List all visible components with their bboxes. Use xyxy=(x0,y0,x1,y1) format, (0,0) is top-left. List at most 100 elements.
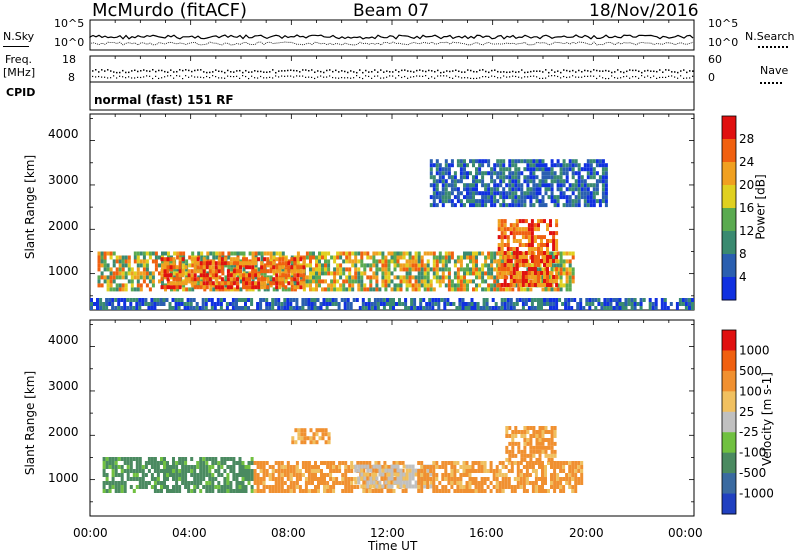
data-cell xyxy=(336,267,340,272)
data-cell xyxy=(533,255,537,259)
data-cell xyxy=(148,271,152,276)
data-cell xyxy=(556,187,560,192)
data-cell xyxy=(375,287,379,292)
data-cell xyxy=(438,171,442,176)
data-cell xyxy=(275,265,279,270)
data-cell xyxy=(263,251,267,256)
data-cell xyxy=(170,275,173,280)
data-cell xyxy=(468,477,472,481)
data-cell xyxy=(583,191,587,196)
data-cell xyxy=(141,302,145,306)
data-cell xyxy=(506,302,510,306)
data-cell xyxy=(493,171,497,176)
data-cell xyxy=(408,283,412,288)
data-cell xyxy=(328,302,332,306)
data-cell xyxy=(459,473,463,477)
velocity-colorbar-tick: 1000 xyxy=(739,343,770,357)
data-cell xyxy=(498,461,502,465)
data-cell xyxy=(506,283,510,287)
data-cell xyxy=(274,298,278,302)
data-cell xyxy=(583,179,587,184)
data-cell xyxy=(123,485,127,489)
data-cell xyxy=(459,283,463,288)
data-cell xyxy=(118,263,122,268)
data-cell xyxy=(505,203,509,208)
data-cell xyxy=(463,255,466,260)
data-cell xyxy=(450,461,454,465)
data-cell xyxy=(329,473,333,477)
data-cell xyxy=(172,461,175,465)
data-cell xyxy=(586,199,590,204)
data-cell xyxy=(295,302,299,306)
data-cell xyxy=(163,469,166,473)
data-cell xyxy=(392,298,395,302)
data-cell xyxy=(523,445,527,450)
data-cell xyxy=(414,255,418,260)
data-cell xyxy=(426,275,430,280)
nave-dot xyxy=(593,75,595,77)
data-cell xyxy=(363,476,367,481)
data-cell xyxy=(229,465,233,469)
data-cell xyxy=(567,298,571,302)
data-cell xyxy=(535,183,539,188)
data-cell xyxy=(281,281,285,286)
data-cell xyxy=(275,277,279,282)
data-cell xyxy=(510,465,514,469)
data-cell xyxy=(334,298,338,302)
data-cell xyxy=(475,199,478,204)
data-cell xyxy=(435,279,439,284)
data-cell xyxy=(269,261,273,266)
data-cell xyxy=(604,163,608,168)
freq-dot xyxy=(182,69,184,72)
data-cell xyxy=(556,175,560,180)
data-cell xyxy=(553,469,557,473)
data-cell xyxy=(580,469,584,473)
nave-dot xyxy=(578,76,580,78)
data-cell xyxy=(208,281,212,286)
data-cell xyxy=(144,485,148,489)
data-cell xyxy=(459,191,463,196)
data-cell xyxy=(115,283,119,288)
data-cell xyxy=(493,255,497,260)
data-cell xyxy=(202,273,206,278)
cpid-label: CPID xyxy=(6,86,36,99)
data-cell xyxy=(286,302,290,306)
velocity-colorbar-swatch xyxy=(722,391,736,413)
nave-dot xyxy=(266,77,268,79)
data-cell xyxy=(174,306,178,310)
data-cell xyxy=(547,430,551,434)
data-cell xyxy=(260,261,264,266)
data-cell xyxy=(521,298,525,302)
data-cell xyxy=(351,283,355,288)
data-cell xyxy=(420,469,424,473)
data-cell xyxy=(463,163,466,168)
data-cell xyxy=(224,275,228,280)
data-cell xyxy=(509,279,513,283)
data-cell xyxy=(208,473,212,477)
data-cell xyxy=(217,461,221,465)
data-cell xyxy=(471,481,475,485)
freq-dot xyxy=(398,71,400,73)
nave-dot xyxy=(371,77,373,79)
freq-dot xyxy=(257,70,259,73)
data-cell xyxy=(462,469,466,473)
data-cell xyxy=(271,489,275,493)
data-cell xyxy=(583,187,587,192)
nave-dot xyxy=(167,75,169,77)
nave-dot xyxy=(353,77,355,79)
data-cell xyxy=(223,257,227,262)
data-cell xyxy=(193,277,197,282)
data-cell xyxy=(535,430,539,434)
data-cell xyxy=(269,281,273,286)
data-cell xyxy=(410,298,414,302)
data-cell xyxy=(163,485,166,489)
data-cell xyxy=(506,267,510,271)
data-cell xyxy=(530,247,534,251)
data-cell xyxy=(253,481,257,485)
data-cell xyxy=(586,159,590,164)
data-cell xyxy=(480,469,484,473)
data-cell xyxy=(175,273,179,278)
data-cell xyxy=(404,489,408,493)
data-cell xyxy=(559,171,563,176)
data-cell xyxy=(315,255,318,260)
